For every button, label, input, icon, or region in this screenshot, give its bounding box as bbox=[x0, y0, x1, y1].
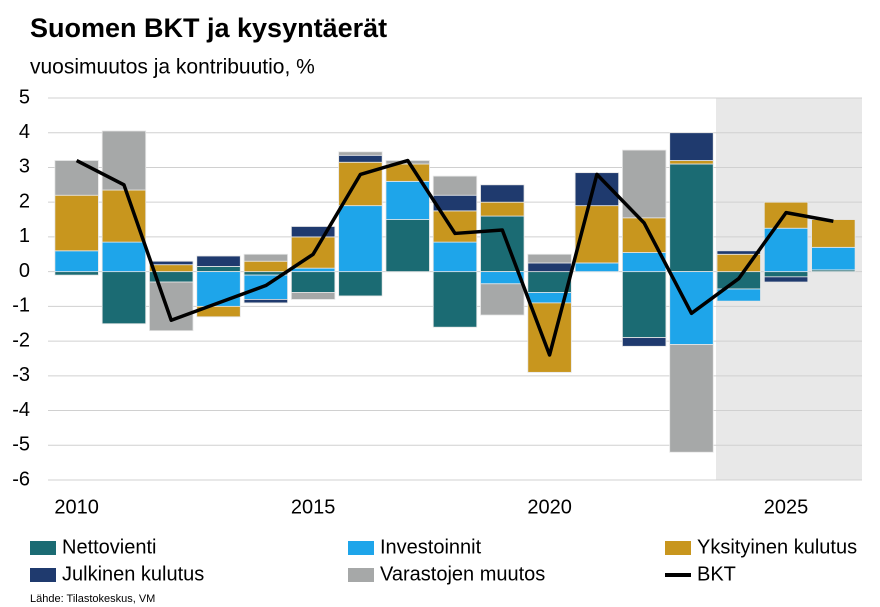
bar-segment bbox=[622, 217, 667, 253]
legend-swatch bbox=[30, 541, 56, 555]
y-tick-label: 2 bbox=[19, 190, 30, 212]
legend-label: Julkinen kulutus bbox=[62, 563, 204, 585]
y-tick-label: 1 bbox=[19, 225, 30, 247]
labels: -6 -5 -4 -3 -2 -1 0 1 2 3 4 5 2010 2015 2020 2025 Nettov… bbox=[12, 86, 857, 585]
y-tick-label: -3 bbox=[12, 364, 30, 386]
bar-segment bbox=[243, 260, 288, 273]
bar-segment bbox=[480, 201, 525, 217]
bar-segment bbox=[101, 130, 147, 191]
chart-title: Suomen BKT ja kysyntäerät bbox=[30, 13, 387, 43]
bar-segment bbox=[527, 262, 572, 273]
legend-label: Yksityinen kulutus bbox=[697, 536, 857, 558]
bar-segment bbox=[669, 160, 714, 165]
bar-segment bbox=[149, 281, 194, 332]
bar-segment bbox=[480, 215, 525, 273]
legend-swatch bbox=[348, 568, 374, 582]
lines bbox=[75, 158, 834, 357]
bar-segment bbox=[338, 271, 383, 297]
bar-segment bbox=[290, 267, 336, 273]
source: Lähde: Tilastokeskus, VM bbox=[30, 593, 155, 605]
legend-label: Varastojen muutos bbox=[380, 563, 545, 585]
chart-subtitle: vuosimuutos ja kontribuutio, % bbox=[30, 56, 315, 79]
bar-segment bbox=[763, 271, 809, 278]
bar-segment bbox=[243, 253, 288, 262]
bar-segment bbox=[574, 262, 620, 273]
bar-segment bbox=[101, 241, 147, 273]
bar-segment bbox=[385, 219, 430, 273]
y-tick-label: 4 bbox=[19, 121, 30, 143]
legend-swatch bbox=[665, 541, 691, 555]
bar-segment bbox=[243, 299, 288, 304]
bar-segment bbox=[290, 271, 336, 293]
bars bbox=[54, 130, 856, 453]
legend-label: BKT bbox=[697, 563, 736, 585]
bar-segment bbox=[54, 194, 99, 252]
legend-label: Nettovienti bbox=[62, 536, 157, 558]
y-tick-label: -1 bbox=[12, 295, 30, 317]
bar-segment bbox=[432, 210, 478, 243]
bar-segment bbox=[149, 264, 194, 273]
bar-segment bbox=[432, 175, 478, 196]
legend-swatch bbox=[348, 541, 374, 555]
bar-segment bbox=[716, 250, 761, 255]
x-tick-label: 2025 bbox=[764, 496, 809, 518]
grid bbox=[48, 97, 862, 481]
bar-segment bbox=[669, 163, 714, 273]
y-tick-label: -5 bbox=[12, 434, 30, 456]
bar-segment bbox=[338, 205, 383, 273]
line bbox=[75, 158, 834, 357]
bar-segment bbox=[622, 271, 667, 339]
bar-segment bbox=[54, 250, 99, 273]
y-tick-label: 5 bbox=[19, 86, 30, 108]
bar-segment bbox=[669, 344, 714, 453]
bar-segment bbox=[54, 160, 99, 196]
bar-segment bbox=[101, 189, 147, 243]
bar-segment bbox=[432, 241, 478, 273]
bar-segment bbox=[527, 253, 572, 264]
bar-segment bbox=[811, 246, 856, 271]
bar-segment bbox=[480, 184, 525, 203]
bar-segment bbox=[338, 154, 383, 163]
bar-segment bbox=[149, 260, 194, 266]
x-tick-label: 2010 bbox=[54, 496, 99, 518]
x-tick-label: 2020 bbox=[527, 496, 572, 518]
bar-segment bbox=[196, 266, 241, 273]
bar-segment bbox=[338, 151, 383, 156]
y-tick-label: -6 bbox=[12, 468, 30, 490]
bar-segment bbox=[290, 292, 336, 300]
bar-segment bbox=[54, 271, 99, 276]
bar-segment bbox=[432, 271, 478, 328]
bar-segment bbox=[385, 180, 430, 220]
y-tick-label: -4 bbox=[12, 399, 30, 421]
bar-segment bbox=[290, 226, 336, 238]
bar-segment bbox=[480, 283, 525, 316]
bar-segment bbox=[811, 219, 856, 248]
y-tick-label: 3 bbox=[19, 156, 30, 178]
bar-segment bbox=[763, 276, 809, 283]
y-tick-label: 0 bbox=[19, 260, 30, 282]
legend-label: Investoinnit bbox=[380, 536, 482, 558]
bar-segment bbox=[527, 271, 572, 293]
bar-segment bbox=[101, 271, 147, 325]
legend-swatch bbox=[30, 568, 56, 582]
bar-segment bbox=[196, 271, 241, 307]
y-tick-label: -2 bbox=[12, 329, 30, 351]
bar-segment bbox=[196, 255, 241, 267]
bar-segment bbox=[622, 337, 667, 347]
bar-segment bbox=[669, 132, 714, 161]
x-tick-label: 2015 bbox=[291, 496, 336, 518]
